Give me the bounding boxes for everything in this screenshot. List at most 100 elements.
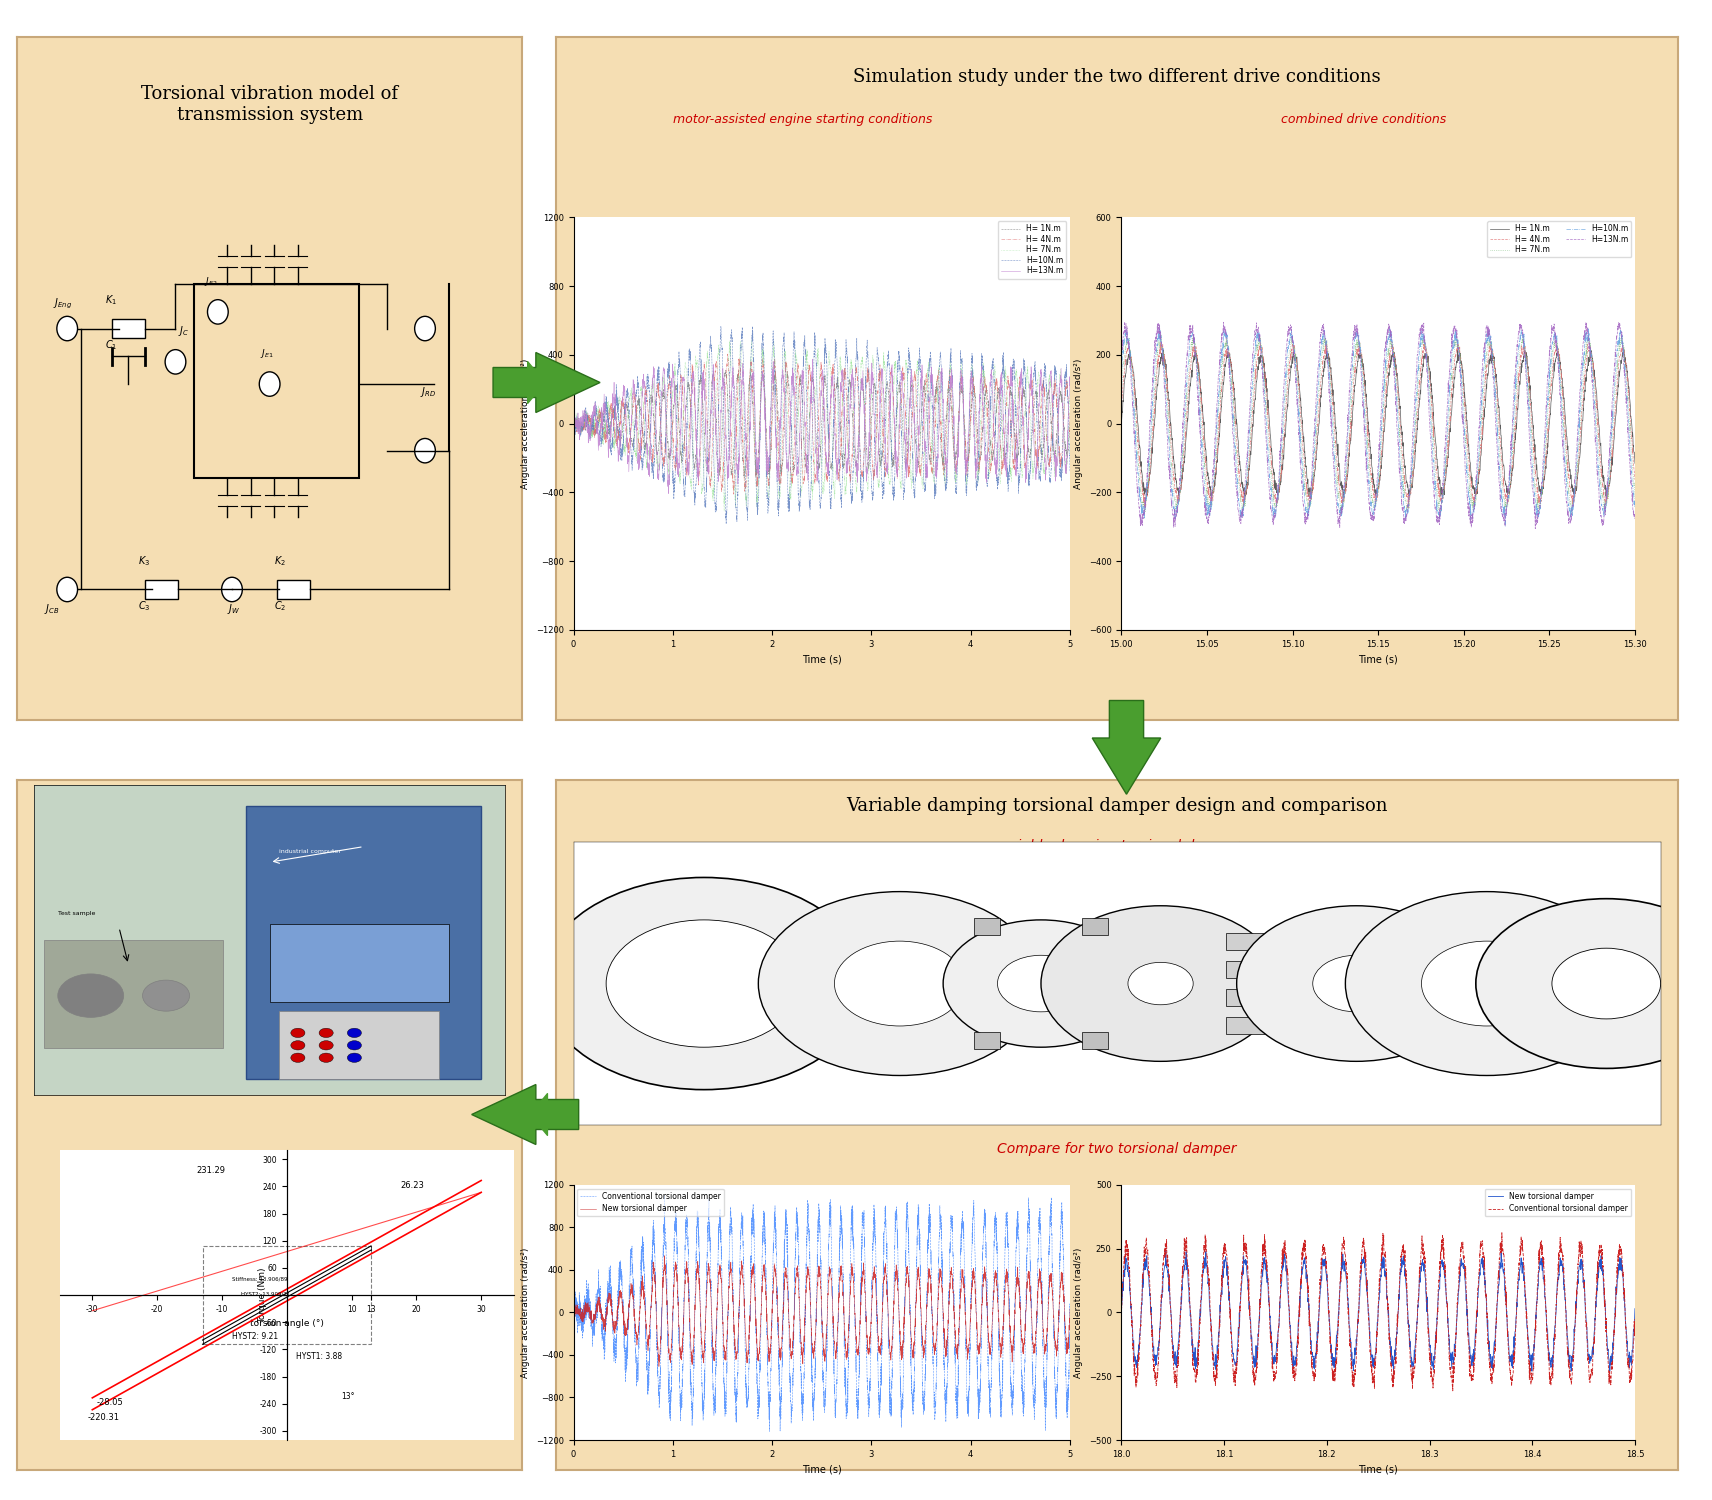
Bar bbox=[247, 806, 481, 1080]
H=13N.m bbox=[803, 350, 823, 368]
Circle shape bbox=[291, 1041, 305, 1050]
Line: H= 1N.m: H= 1N.m bbox=[1121, 350, 1635, 500]
Circle shape bbox=[1236, 906, 1476, 1062]
H= 4N.m bbox=[717, 345, 738, 363]
Circle shape bbox=[56, 578, 77, 602]
H=10N.m bbox=[649, 374, 669, 392]
H= 4N.m bbox=[620, 433, 640, 451]
Conventional torsional damper bbox=[654, 1186, 675, 1204]
X-axis label: Time (s): Time (s) bbox=[801, 1464, 842, 1474]
H= 1N.m bbox=[1515, 348, 1536, 366]
New torsional damper bbox=[654, 1246, 675, 1264]
Conventional torsional damper bbox=[1517, 1310, 1537, 1328]
H=13N.m bbox=[563, 408, 584, 426]
H= 4N.m bbox=[1609, 346, 1630, 364]
H= 1N.m bbox=[1614, 340, 1635, 358]
H= 7N.m bbox=[1361, 488, 1382, 506]
H=10N.m bbox=[996, 453, 1017, 471]
H= 1N.m bbox=[753, 380, 774, 398]
Line: H=13N.m: H=13N.m bbox=[574, 358, 1070, 494]
H= 4N.m bbox=[1347, 339, 1368, 357]
Bar bbox=[1226, 1017, 1281, 1035]
H=10N.m bbox=[620, 422, 640, 440]
Bar bbox=[974, 1032, 1000, 1048]
Bar bbox=[146, 580, 178, 598]
H=13N.m bbox=[649, 458, 669, 476]
Conventional torsional damper bbox=[1609, 1238, 1630, 1256]
Circle shape bbox=[221, 578, 243, 602]
H=13N.m bbox=[776, 429, 796, 447]
H= 7N.m bbox=[1111, 381, 1132, 399]
Text: HYST2: 13.909/21: HYST2: 13.909/21 bbox=[241, 1292, 291, 1296]
Conventional torsional damper bbox=[1111, 1310, 1132, 1328]
Line: Conventional torsional damper: Conventional torsional damper bbox=[574, 1196, 1070, 1431]
H= 1N.m bbox=[1609, 360, 1630, 378]
Text: HYST1: 3.88: HYST1: 3.88 bbox=[296, 1352, 342, 1360]
Text: Test sample: Test sample bbox=[58, 910, 96, 916]
H= 4N.m bbox=[1060, 430, 1080, 448]
H=13N.m bbox=[1347, 320, 1368, 338]
H=13N.m bbox=[1609, 320, 1630, 338]
Circle shape bbox=[164, 350, 187, 374]
Text: HYST2: 9.21: HYST2: 9.21 bbox=[233, 1332, 279, 1341]
H=10N.m bbox=[1361, 494, 1382, 512]
Circle shape bbox=[207, 300, 228, 324]
Conventional torsional damper bbox=[924, 1392, 945, 1410]
Bar bbox=[1082, 1032, 1108, 1048]
New torsional damper bbox=[1625, 1299, 1645, 1317]
Circle shape bbox=[834, 940, 966, 1026]
Text: Simulation study under the two different drive conditions: Simulation study under the two different… bbox=[853, 68, 1382, 86]
H=13N.m bbox=[1049, 370, 1070, 388]
H= 7N.m bbox=[1049, 368, 1070, 386]
Text: 26.23: 26.23 bbox=[401, 1180, 425, 1190]
Circle shape bbox=[291, 1053, 305, 1062]
Circle shape bbox=[1041, 906, 1281, 1062]
H=10N.m bbox=[1347, 326, 1368, 344]
H=10N.m bbox=[776, 382, 796, 400]
Circle shape bbox=[541, 878, 866, 1089]
H=13N.m bbox=[996, 450, 1017, 468]
H=10N.m bbox=[716, 514, 736, 532]
New torsional damper bbox=[649, 1358, 669, 1376]
H= 7N.m bbox=[1330, 506, 1351, 524]
Conventional torsional damper bbox=[1611, 1239, 1632, 1257]
Circle shape bbox=[348, 1053, 361, 1062]
Text: Compare for two torsional damper: Compare for two torsional damper bbox=[998, 1143, 1236, 1156]
Bar bbox=[1226, 933, 1281, 950]
Bar bbox=[195, 284, 360, 478]
Text: $K_1$: $K_1$ bbox=[104, 294, 116, 307]
H=10N.m bbox=[1609, 321, 1630, 339]
Bar bbox=[111, 320, 146, 339]
Circle shape bbox=[1128, 963, 1193, 1005]
H= 4N.m bbox=[563, 422, 584, 440]
H= 1N.m bbox=[734, 470, 755, 488]
H= 4N.m bbox=[1361, 465, 1382, 483]
Text: 231.29: 231.29 bbox=[195, 1167, 224, 1176]
Text: variable damping torsional damper: variable damping torsional damper bbox=[995, 839, 1239, 852]
Legend: H= 1N.m, H= 4N.m, H= 7N.m, H=10N.m, H=13N.m: H= 1N.m, H= 4N.m, H= 7N.m, H=10N.m, H=13… bbox=[1488, 222, 1632, 258]
Circle shape bbox=[606, 920, 801, 1047]
H= 4N.m bbox=[649, 394, 669, 412]
Circle shape bbox=[58, 974, 123, 1017]
New torsional damper bbox=[1609, 1252, 1630, 1270]
H= 7N.m bbox=[1060, 386, 1080, 404]
New torsional damper bbox=[1347, 1311, 1368, 1329]
Text: $J_{CB}$: $J_{CB}$ bbox=[45, 602, 60, 615]
Circle shape bbox=[318, 1028, 334, 1038]
X-axis label: Time (s): Time (s) bbox=[801, 654, 842, 664]
Circle shape bbox=[1313, 956, 1400, 1012]
H= 4N.m bbox=[753, 370, 774, 388]
New torsional damper bbox=[1020, 1284, 1041, 1302]
Circle shape bbox=[56, 316, 77, 340]
New torsional damper bbox=[1383, 1364, 1404, 1382]
New torsional damper bbox=[1044, 1330, 1065, 1348]
Text: $J_{RD}$: $J_{RD}$ bbox=[419, 386, 437, 399]
H= 7N.m bbox=[1513, 326, 1534, 344]
H= 4N.m bbox=[1111, 400, 1132, 418]
H= 7N.m bbox=[1609, 334, 1630, 352]
Circle shape bbox=[259, 372, 281, 396]
Text: Variable damping torsional damper design and comparison: Variable damping torsional damper design… bbox=[846, 798, 1388, 816]
Text: 13°: 13° bbox=[341, 1392, 354, 1401]
New torsional damper bbox=[1611, 1254, 1632, 1272]
H= 1N.m bbox=[728, 362, 748, 380]
